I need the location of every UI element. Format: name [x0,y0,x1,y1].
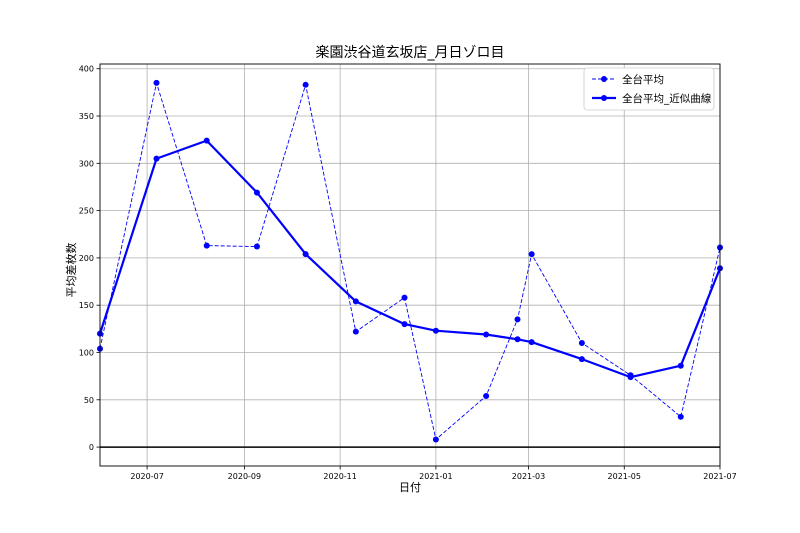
ticks-layer: 0 50 100 150 200 250 300 350 400 2020-07 2020-09 20… [79,65,737,481]
y-tick-label: 50 [84,396,94,405]
data-point-trend [578,356,585,363]
data-point-trend [483,331,490,338]
data-point-trend [627,374,634,381]
y-tick-label: 250 [79,207,94,216]
legend-label: 全台平均 [622,73,664,86]
legend-box [583,67,715,111]
x-tick-label: 2020-09 [228,472,261,481]
y-tick-label: 100 [79,348,94,357]
data-point-trend [677,362,684,369]
y-tick-label: 150 [79,301,94,310]
x-tick-label: 2020-07 [130,472,163,481]
data-point-trend [352,298,359,305]
data-point-average [401,294,408,301]
plot-frame [99,63,721,467]
x-tick-label: 2021-01 [419,472,452,481]
data-point-average [153,79,160,86]
chart-title: 楽園渋谷道玄坂店_月日ゾロ目 [316,44,505,61]
data-point-trend [432,327,439,334]
data-point-trend [302,251,309,258]
x-axis-label: 日付 [399,481,421,494]
legend-swatch-marker [601,76,607,82]
data-point-average [483,393,490,400]
data-point-average [514,316,521,323]
data-point-average [203,242,210,249]
data-point-trend [514,336,521,343]
data-point-trend [528,339,535,346]
y-tick-label: 200 [79,254,94,263]
data-point-trend [401,321,408,328]
y-tick-label: 400 [79,65,94,74]
x-tick-label: 2021-07 [703,472,736,481]
y-axis-label: 平均差枚数 [64,243,78,298]
axes-layer [99,63,721,467]
data-point-average [432,436,439,443]
data-point-average [352,328,359,335]
legend-label: 全台平均_近似曲線 [622,92,712,105]
y-tick-label: 300 [79,159,94,168]
data-point-trend [203,137,210,144]
data-point-trend [253,189,260,196]
x-tick-label: 2020-11 [323,472,356,481]
x-tick-label: 2021-05 [608,472,641,481]
data-point-trend [153,155,160,162]
data-point-average [578,340,585,347]
data-point-average [302,81,309,88]
data-point-average [677,413,684,420]
data-point-average [528,251,535,258]
data-point-average [253,243,260,250]
legend-swatch-marker [601,95,607,101]
series-layer [97,79,723,443]
grid [100,64,721,466]
y-tick-label: 0 [89,443,94,452]
x-tick-label: 2021-03 [512,472,545,481]
y-tick-label: 350 [79,112,94,121]
